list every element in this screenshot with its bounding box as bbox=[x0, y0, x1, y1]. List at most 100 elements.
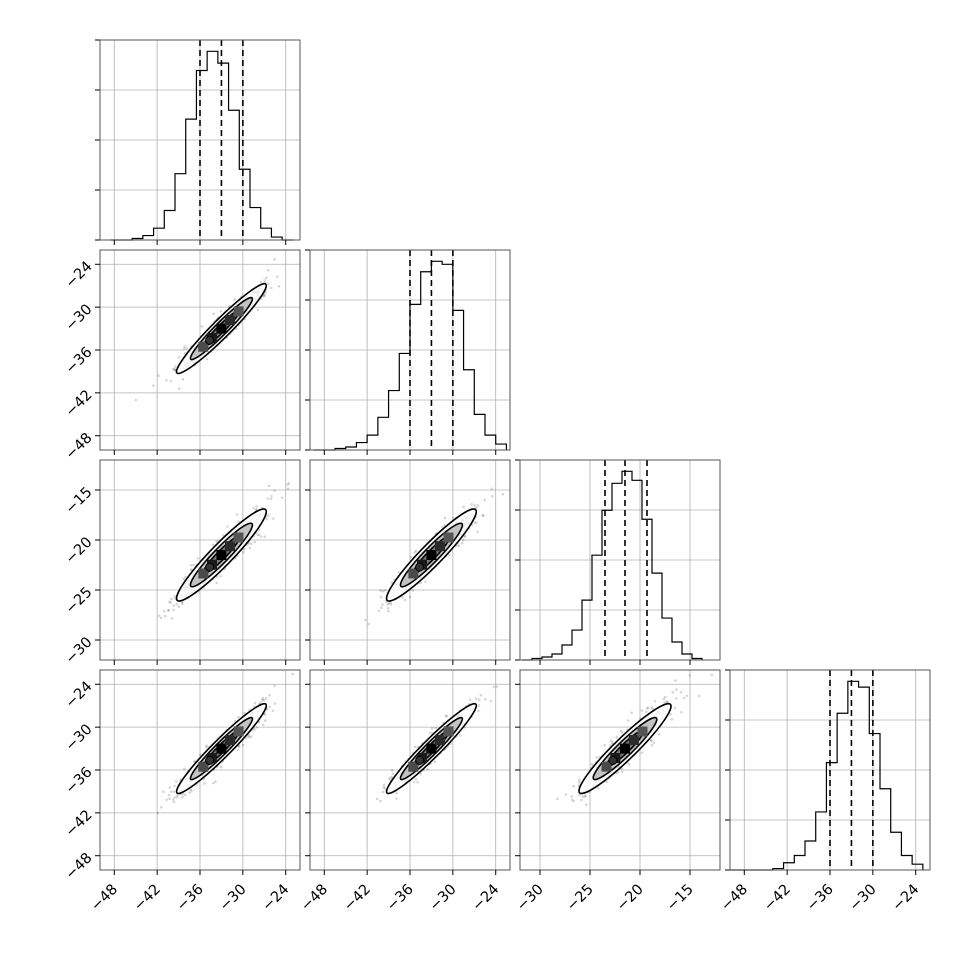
joint-panel-0-1 bbox=[95, 249, 301, 455]
sample-point bbox=[375, 797, 379, 801]
sample-point bbox=[183, 351, 187, 355]
marginal-panel-3 bbox=[725, 669, 931, 875]
sample-point bbox=[364, 618, 367, 622]
sample-point bbox=[390, 768, 394, 772]
sample-point bbox=[379, 799, 382, 803]
marginal-panel-2 bbox=[515, 459, 721, 665]
marginal-panel-0 bbox=[95, 39, 301, 245]
sample-point bbox=[280, 496, 284, 500]
sample-point bbox=[253, 727, 256, 731]
sample-point bbox=[382, 783, 386, 787]
sample-point bbox=[620, 770, 624, 774]
sample-point bbox=[650, 739, 653, 743]
sample-point bbox=[675, 697, 678, 700]
sample-point bbox=[183, 344, 186, 348]
sample-point bbox=[387, 602, 391, 605]
sample-point bbox=[264, 697, 268, 700]
sample-point bbox=[596, 787, 600, 790]
sample-point bbox=[433, 760, 437, 764]
sample-point bbox=[572, 799, 576, 803]
density-peak bbox=[205, 755, 215, 765]
sample-point bbox=[468, 698, 472, 701]
sample-point bbox=[379, 595, 383, 599]
sample-point bbox=[286, 483, 289, 486]
sample-point bbox=[564, 793, 568, 796]
density-block bbox=[637, 726, 648, 737]
y-tick-label: −30 bbox=[63, 301, 96, 334]
sample-point bbox=[663, 695, 667, 699]
sample-point bbox=[477, 704, 481, 707]
density-blocks bbox=[198, 306, 244, 352]
sample-point bbox=[473, 521, 476, 524]
sample-point bbox=[627, 719, 630, 722]
density-block bbox=[443, 726, 454, 737]
histogram-step bbox=[522, 470, 703, 661]
sample-point bbox=[173, 784, 176, 788]
sample-point bbox=[162, 609, 166, 613]
sample-point bbox=[627, 763, 631, 766]
sample-point bbox=[173, 368, 176, 371]
sample-point bbox=[271, 709, 275, 713]
density-peak bbox=[415, 755, 425, 765]
grid-lines bbox=[310, 460, 510, 660]
sample-point bbox=[412, 780, 416, 784]
sample-point bbox=[215, 539, 218, 543]
sample-point bbox=[255, 726, 259, 729]
sample-point bbox=[580, 798, 583, 802]
sample-point bbox=[489, 699, 493, 703]
sample-point bbox=[134, 398, 138, 402]
sample-point bbox=[168, 797, 171, 800]
sample-point bbox=[477, 698, 481, 701]
sample-point bbox=[460, 541, 464, 545]
sample-point bbox=[409, 555, 413, 559]
sample-point bbox=[270, 494, 273, 498]
sample-point bbox=[173, 368, 177, 372]
density-block bbox=[225, 541, 235, 552]
sample-point bbox=[262, 295, 265, 298]
y-tick-label: −24 bbox=[63, 259, 96, 292]
sample-point bbox=[584, 794, 587, 797]
sample-point bbox=[270, 286, 273, 290]
density-block bbox=[435, 735, 445, 745]
sample-point bbox=[263, 535, 267, 538]
sample-point bbox=[171, 367, 175, 371]
sample-point bbox=[492, 685, 496, 689]
sample-point bbox=[172, 800, 176, 804]
joint-panel-1-3 bbox=[305, 669, 511, 875]
sample-point bbox=[710, 673, 714, 677]
sample-point bbox=[603, 743, 606, 747]
sample-point bbox=[649, 738, 653, 742]
sample-point bbox=[477, 709, 480, 713]
sample-point bbox=[269, 497, 273, 501]
sample-point bbox=[434, 726, 438, 730]
sample-point bbox=[167, 793, 171, 797]
sample-point bbox=[482, 514, 485, 518]
sample-point bbox=[268, 705, 272, 709]
sample-point bbox=[501, 492, 505, 496]
sample-point bbox=[679, 690, 683, 694]
density-block bbox=[225, 315, 235, 325]
sample-point bbox=[286, 487, 290, 491]
sample-point bbox=[572, 784, 575, 788]
density-block bbox=[198, 568, 209, 579]
density-peak bbox=[205, 562, 215, 572]
density-block bbox=[408, 568, 419, 579]
sample-point bbox=[419, 581, 423, 585]
sample-point bbox=[413, 551, 417, 554]
sample-point bbox=[253, 701, 257, 705]
joint-content bbox=[134, 258, 281, 402]
joint-content bbox=[156, 672, 295, 815]
sample-point bbox=[163, 614, 167, 618]
sample-point bbox=[413, 745, 417, 749]
sample-point bbox=[473, 504, 476, 507]
sample-point bbox=[177, 605, 181, 608]
sample-point bbox=[243, 547, 246, 551]
sample-point bbox=[577, 780, 581, 784]
sample-point bbox=[443, 516, 447, 520]
sample-point bbox=[266, 269, 270, 272]
x-tick-label: −30 bbox=[514, 882, 547, 915]
sample-point bbox=[653, 700, 657, 703]
density-blocks bbox=[408, 532, 454, 579]
sample-point bbox=[257, 533, 261, 537]
sample-point bbox=[237, 745, 241, 748]
